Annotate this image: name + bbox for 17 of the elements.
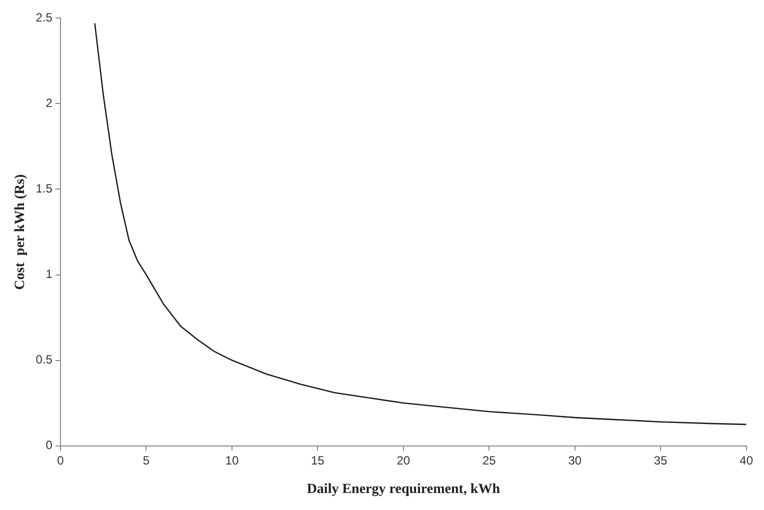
y-tick-label: 1.5 (36, 182, 53, 196)
x-tick-label: 40 (740, 453, 754, 468)
y-tick-label: 2 (46, 96, 53, 110)
x-tick-label: 35 (654, 453, 668, 468)
x-tick-label: 0 (57, 453, 64, 468)
x-tick-label: 20 (396, 453, 410, 468)
y-tick-label: 2.5 (36, 10, 53, 25)
x-tick-label: 25 (482, 453, 496, 468)
y-tick-label: 1 (46, 267, 53, 282)
y-axis-title: Cost per kWh (Rs) (13, 174, 28, 290)
y-tick-label: 0 (46, 438, 53, 452)
y-tick-label: 0.5 (36, 352, 53, 367)
x-tick-label: 5 (142, 453, 150, 468)
x-tick-label: 30 (568, 453, 582, 468)
x-tick-label: 10 (225, 453, 239, 468)
x-tick-label: 15 (310, 453, 325, 468)
x-axis-title: Daily Energy requirement, kWh (306, 482, 500, 498)
